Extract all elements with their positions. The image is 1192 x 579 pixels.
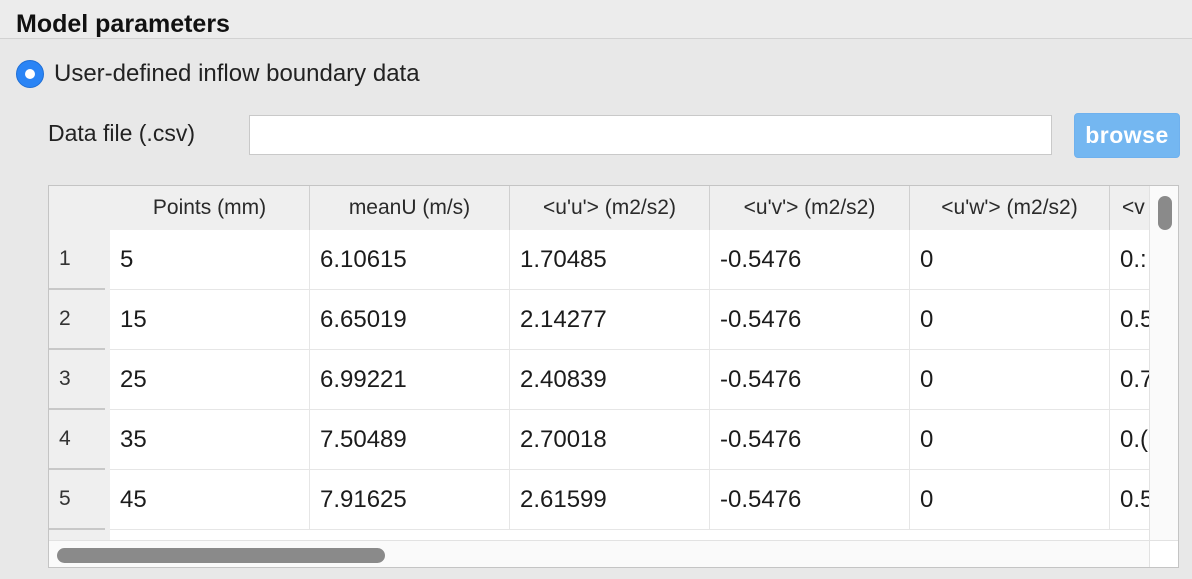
row-number[interactable]: 2 (49, 290, 105, 350)
column-header-row: Points (mm) meanU (m/s) <u'u'> (m2/s2) <u'v… (110, 186, 1149, 230)
data-file-input[interactable] (249, 115, 1052, 155)
table-cell[interactable]: 6.10615 (310, 230, 510, 290)
column-header[interactable]: <v (1122, 196, 1145, 219)
column-header[interactable]: meanU (m/s) (310, 186, 510, 230)
table-cell[interactable]: 0 (910, 350, 1110, 410)
column-header[interactable]: <u'u'> (m2/s2) (510, 186, 710, 230)
table-corner-header (49, 186, 111, 230)
horizontal-scrollbar[interactable] (49, 540, 1149, 567)
table-cell[interactable]: 0 (910, 470, 1110, 530)
table-cell[interactable]: 2.70018 (510, 410, 710, 470)
table-cell[interactable]: 0.( (1110, 410, 1149, 470)
table-cell[interactable]: 5 (110, 230, 310, 290)
table-cell[interactable]: 2.61599 (510, 470, 710, 530)
table-cell[interactable]: -0.5476 (710, 410, 910, 470)
radio-selected-dot-icon (25, 69, 35, 79)
table-cell[interactable]: 45 (110, 470, 310, 530)
vertical-scrollbar[interactable] (1149, 186, 1178, 540)
table-cell[interactable]: 7.91625 (310, 470, 510, 530)
table-cell[interactable]: -0.5476 (710, 350, 910, 410)
table-cell[interactable]: 0 (910, 410, 1110, 470)
row-number[interactable]: 4 (49, 410, 105, 470)
table-cell[interactable]: -0.5476 (710, 470, 910, 530)
column-header[interactable]: Points (mm) (110, 186, 310, 230)
table-cell[interactable]: 15 (110, 290, 310, 350)
inflow-radio-option[interactable]: User-defined inflow boundary data (16, 58, 420, 90)
table-viewport: Points (mm) meanU (m/s) <u'u'> (m2/s2) <u'v… (110, 186, 1149, 540)
column-header[interactable]: <u'v'> (m2/s2) (710, 186, 910, 230)
row-number[interactable]: 5 (49, 470, 105, 530)
table-cell[interactable]: 6.65019 (310, 290, 510, 350)
table-cell[interactable]: -0.5476 (710, 230, 910, 290)
radio-button[interactable] (16, 60, 44, 88)
table-cell[interactable]: 6.99221 (310, 350, 510, 410)
table-cell[interactable]: 0.: (1110, 230, 1149, 290)
vertical-scroll-thumb[interactable] (1158, 196, 1172, 230)
table-cell[interactable]: -0.5476 (710, 290, 910, 350)
horizontal-scroll-thumb[interactable] (57, 548, 385, 563)
table-cell[interactable]: 0.5 (1110, 470, 1149, 530)
radio-label: User-defined inflow boundary data (54, 60, 420, 87)
table-cell[interactable]: 35 (110, 410, 310, 470)
scrollbar-corner (1149, 540, 1178, 567)
table-row: 35 7.50489 2.70018 -0.5476 0 0.( (110, 410, 1149, 470)
group-title: Model parameters (16, 10, 230, 38)
table-cell[interactable]: 0.5 (1110, 290, 1149, 350)
column-header[interactable]: <u'w'> (m2/s2) (910, 186, 1110, 230)
table-cell[interactable]: 0 (910, 230, 1110, 290)
browse-button[interactable]: browse (1074, 113, 1180, 158)
data-file-label: Data file (.csv) (48, 120, 195, 146)
table-cell[interactable]: 7.50489 (310, 410, 510, 470)
row-number[interactable]: 3 (49, 350, 105, 410)
table-cell[interactable]: 2.14277 (510, 290, 710, 350)
table-row: 5 6.10615 1.70485 -0.5476 0 0.: (110, 230, 1149, 290)
table-cell[interactable]: 1.70485 (510, 230, 710, 290)
table-cell[interactable]: 25 (110, 350, 310, 410)
row-number[interactable]: 1 (49, 230, 105, 290)
table-cell[interactable]: 2.40839 (510, 350, 710, 410)
table-cell[interactable]: 0 (910, 290, 1110, 350)
table-cell[interactable]: 0.7 (1110, 350, 1149, 410)
